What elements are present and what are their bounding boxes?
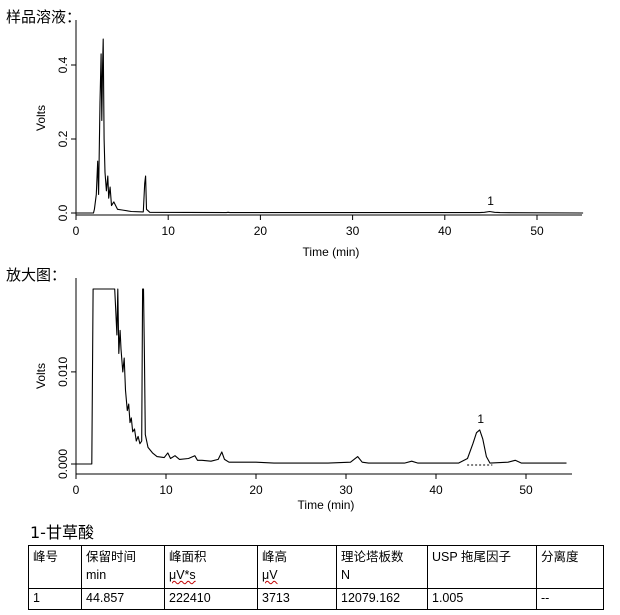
y-tick-label: 0.2 xyxy=(56,130,70,147)
y-tick-label: 0.4 xyxy=(56,56,70,73)
cell-resolution: -- xyxy=(536,588,604,610)
x-tick-label: 50 xyxy=(519,483,533,497)
peak-label: 1 xyxy=(477,412,484,426)
header-peak-height: 峰高 μV xyxy=(257,545,337,589)
header-unit: N xyxy=(341,568,351,582)
x-tick-label: 30 xyxy=(346,224,360,238)
y-tick-label: 0.010 xyxy=(56,357,70,387)
header-resolution: 分离度 xyxy=(536,545,604,589)
table-row: 1 44.857 222410 3713 12079.162 1.005 -- xyxy=(28,588,604,610)
peak-label: 1 xyxy=(487,194,494,208)
peak-results-table: 峰号 保留时间 min 峰面积 μV*s 峰高 μV 理论塔板数 N USP 拖… xyxy=(28,545,604,610)
header-tailing-factor: USP 拖尾因子 xyxy=(427,545,537,589)
cell-peak-number: 1 xyxy=(28,588,82,610)
header-unit: μV xyxy=(262,568,278,582)
header-title: 峰号 xyxy=(33,550,59,564)
x-tick-label: 10 xyxy=(162,224,176,238)
header-title: 分离度 xyxy=(541,550,579,564)
cell-plate-count: 12079.162 xyxy=(336,588,428,610)
x-axis-title: Time (min) xyxy=(298,498,355,512)
tick-group: 0 10 20 30 40 50 0.000 0.010 xyxy=(56,357,533,497)
y-axis-title: Volts xyxy=(34,105,48,131)
x-tick-label: 30 xyxy=(339,483,353,497)
header-title: 保留时间 xyxy=(86,550,137,564)
header-plate-count: 理论塔板数 N xyxy=(336,545,428,589)
header-title: 理论塔板数 xyxy=(341,550,404,564)
y-axis-title: Volts xyxy=(34,363,48,389)
header-unit: min xyxy=(86,568,107,582)
x-tick-label: 50 xyxy=(530,224,544,238)
x-tick-label: 0 xyxy=(73,224,80,238)
header-retention-time: 保留时间 min xyxy=(81,545,165,589)
zoomed-chromatogram: 0 10 20 30 40 50 0.000 0.010 1 Time (min) Volts xyxy=(34,278,572,512)
cell-retention-time: 44.857 xyxy=(81,588,165,610)
tick-group: 0 10 20 30 40 50 0.0 0.2 0.4 xyxy=(56,56,544,238)
table-header-row: 峰号 保留时间 min 峰面积 μV*s 峰高 μV 理论塔板数 N USP 拖… xyxy=(28,545,604,589)
header-peak-number: 峰号 xyxy=(28,545,82,589)
x-tick-label: 20 xyxy=(254,224,268,238)
sample-solution-heading: 样品溶液： xyxy=(6,8,82,26)
cell-tailing-factor: 1.005 xyxy=(427,588,537,610)
x-tick-label: 40 xyxy=(429,483,443,497)
cell-peak-height: 3713 xyxy=(257,588,337,610)
x-tick-label: 0 xyxy=(73,483,80,497)
x-tick-label: 20 xyxy=(249,483,263,497)
y-tick-label: 0.0 xyxy=(56,204,70,221)
chromatogram-trace xyxy=(76,38,584,214)
header-title: USP 拖尾因子 xyxy=(432,550,511,564)
x-tick-label: 10 xyxy=(159,483,173,497)
cell-peak-area: 222410 xyxy=(164,588,258,610)
header-unit: μV*s xyxy=(169,568,196,582)
zoom-view-heading: 放大图： xyxy=(6,266,67,284)
peak-label-group: 1 xyxy=(477,412,484,426)
chromatogram-trace xyxy=(76,288,567,465)
x-axis-title: Time (min) xyxy=(303,245,360,259)
x-tick-label: 40 xyxy=(438,224,452,238)
compound-heading: 1-甘草酸 xyxy=(30,523,94,542)
header-title: 峰面积 xyxy=(169,550,207,564)
sample-chromatogram: 0 10 20 30 40 50 0.0 0.2 0.4 1 Time (min) Volts xyxy=(34,20,584,259)
peak-label-group: 1 xyxy=(487,194,494,208)
y-tick-label: 0.000 xyxy=(56,449,70,479)
header-peak-area: 峰面积 μV*s xyxy=(164,545,258,589)
header-title: 峰高 xyxy=(262,550,288,564)
